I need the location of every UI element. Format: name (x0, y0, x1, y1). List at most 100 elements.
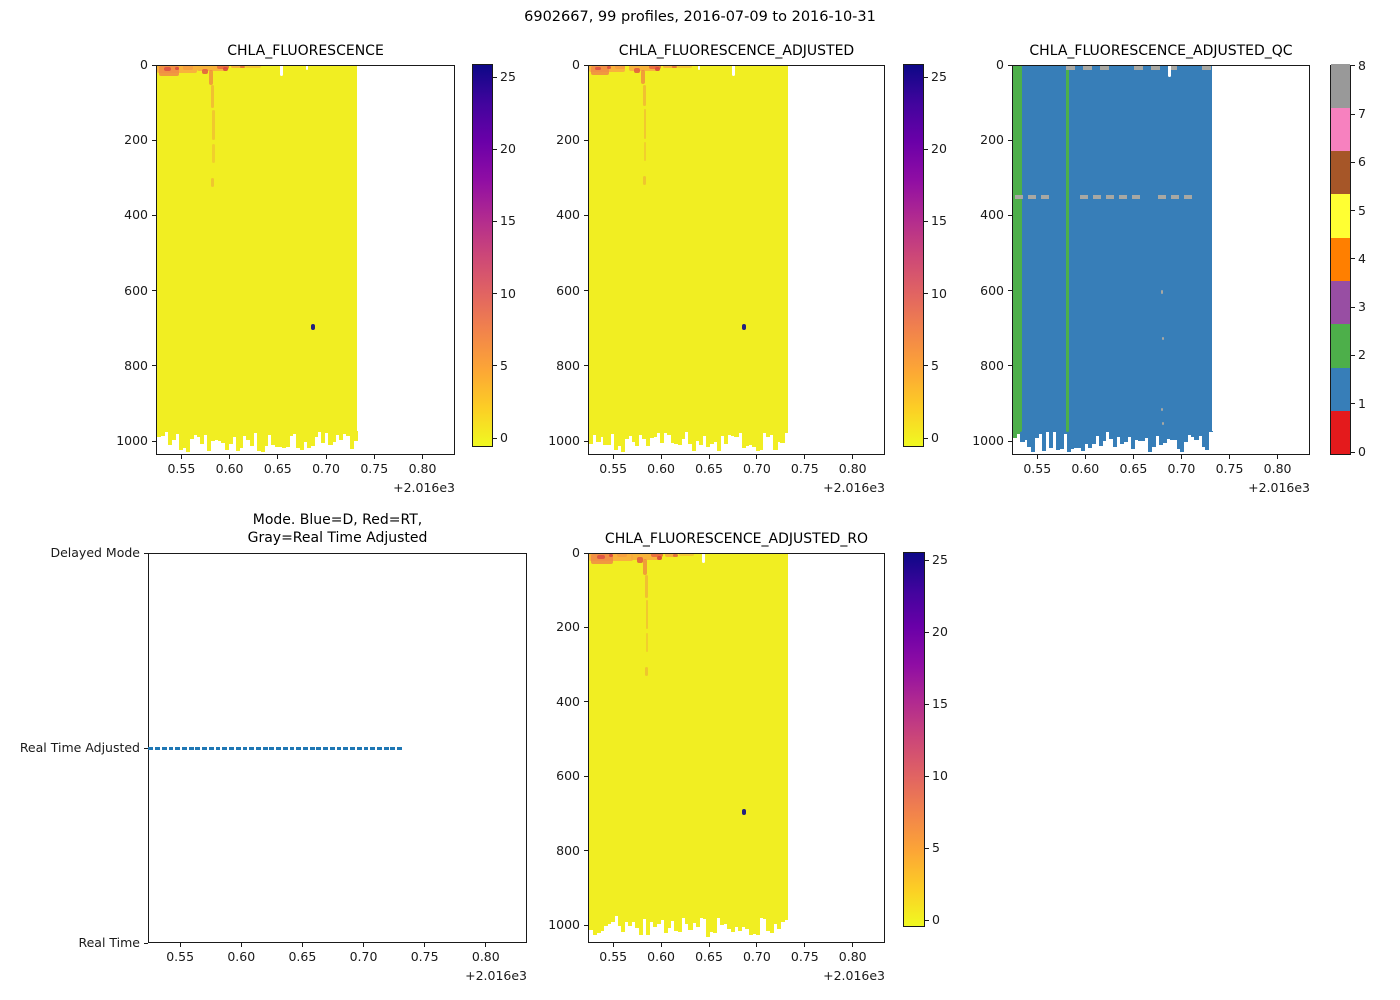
chla_fluorescence-heatmap-tooth (335, 430, 340, 435)
chla_fluorescence-colorbar (472, 64, 493, 447)
chla_fluorescence_adjusted_qc-colorbar-tick-label: 0 (1358, 444, 1366, 459)
chla_fluorescence_adjusted_qc-heatmap-tooth (1141, 430, 1146, 442)
chla_fluorescence_adjusted-heatmap-tooth (660, 430, 665, 444)
mode-ytick-mark (144, 942, 148, 944)
chla_fluorescence_adjusted-heatmap-tooth (691, 430, 697, 451)
chla_fluorescence-heatmap-tooth (228, 430, 233, 444)
mode-ytick-mark (144, 747, 148, 749)
chla_fluorescence_adjusted-ytick-label: 0 (572, 57, 580, 72)
chla_fluorescence-feature (212, 110, 215, 141)
chla_fluorescence_adjusted_qc-heatmap-tooth (1123, 430, 1128, 442)
mode-series-dash (155, 746, 160, 750)
chla_fluorescence_adjusted-ytick-label: 200 (556, 132, 580, 148)
chla_fluorescence_adjusted_qc-heatmap-tooth (1034, 430, 1039, 439)
chla_fluorescence_adjusted_ro-feature (644, 666, 648, 676)
mode-series-dash (329, 746, 335, 750)
chla_fluorescence_adjusted_ro-ytick-label: 200 (556, 619, 580, 635)
chla_fluorescence_adjusted-xtick-label: 0.75 (790, 461, 819, 476)
chla_fluorescence_adjusted-heatmap-tooth (776, 430, 782, 443)
chla_fluorescence_adjusted-heatmap-tooth (688, 430, 693, 444)
mode-xtick-label: 0.60 (227, 949, 256, 964)
chla_fluorescence_adjusted_qc-heatmap-tooth (1013, 430, 1018, 438)
mode-series-dash (282, 746, 288, 750)
chla_fluorescence_adjusted_qc-colorbar-tick-label: 3 (1358, 299, 1366, 315)
chla_fluorescence-heatmap-tooth (185, 430, 190, 452)
chla_fluorescence_adjusted_ro-feature (742, 809, 746, 816)
chla_fluorescence_adjusted_qc-colorbar-segment (1331, 367, 1350, 412)
chla_fluorescence-heatmap-tooth (242, 430, 247, 436)
chla_fluorescence-heatmap-tooth (203, 430, 208, 435)
mode-series-dash (215, 746, 221, 750)
chla_fluorescence_adjusted-ytick-mark (584, 214, 588, 216)
chla_fluorescence_adjusted_ro-heatmap-tooth (635, 915, 640, 929)
chla_fluorescence-colorbar-tick-mark (493, 148, 497, 150)
chla_fluorescence_adjusted_ro-heatmap-tooth (766, 915, 771, 931)
chla_fluorescence_adjusted_qc-xtick-mark (1229, 455, 1231, 459)
chla_fluorescence_adjusted_qc-colorbar-tick-label: 7 (1358, 106, 1366, 122)
chla_fluorescence_adjusted-heatmap-tooth (784, 430, 789, 434)
chla_fluorescence_adjusted_qc-heatmap-tooth (1087, 430, 1093, 449)
chla_fluorescence_adjusted-heatmap-tooth (741, 430, 746, 449)
chla_fluorescence_adjusted_ro-colorbar-tick-label: 5 (932, 840, 940, 855)
chla_fluorescence_adjusted_qc-gray-top-dash (1151, 66, 1161, 70)
chla_fluorescence_adjusted_qc-feature (1013, 65, 1022, 432)
chla_fluorescence_adjusted_ro-xtick-label: 0.60 (647, 949, 676, 964)
chla_fluorescence_adjusted-heatmap-tooth (695, 430, 700, 441)
figure-title: 6902667, 99 profiles, 2016-07-09 to 2016… (524, 9, 876, 25)
chla_fluorescence_adjusted_ro-heatmap-tooth (706, 915, 711, 937)
chla_fluorescence_adjusted_ro-heatmap-tooth (699, 915, 704, 918)
chla_fluorescence_adjusted_qc-gray-dash (1080, 195, 1089, 200)
chla_fluorescence-colorbar-tick-label: 5 (500, 357, 508, 373)
mode-series-dash (161, 746, 167, 750)
chla_fluorescence-xtick-label: 0.60 (215, 461, 244, 476)
chla_fluorescence_adjusted_ro-colorbar-tick-label: 10 (932, 768, 948, 783)
chla_fluorescence_adjusted_qc-heatmap-tooth (1155, 430, 1160, 436)
chla_fluorescence_adjusted_ro-feature (645, 633, 649, 652)
chla_fluorescence_adjusted_ro-xtick-mark (708, 943, 710, 947)
chla_fluorescence_adjusted_ro-heatmap-tooth (592, 915, 597, 936)
chla_fluorescence_adjusted-feature (591, 65, 610, 75)
chla_fluorescence_adjusted_qc-gray-dash (1041, 195, 1050, 200)
chla_fluorescence_adjusted_qc-feature (1168, 65, 1171, 78)
chla_fluorescence_adjusted-colorbar-tick-mark (924, 365, 928, 367)
chla_fluorescence_adjusted_ro-feature (656, 555, 662, 560)
mode-series-dash (383, 746, 389, 750)
chla_fluorescence_adjusted_qc-gray-dash (1093, 195, 1102, 200)
chla_fluorescence_adjusted_qc-heatmap-tooth (1031, 430, 1036, 452)
chla_fluorescence-heatmap-tooth (200, 430, 205, 444)
chla_fluorescence_adjusted_qc-colorbar-segment (1331, 107, 1350, 152)
chla_fluorescence_adjusted_ro-ytick-mark (584, 626, 588, 628)
chla_fluorescence_adjusted_ro-colorbar-tick-mark (925, 775, 929, 777)
chla_fluorescence_adjusted_qc-ytick-mark (1008, 139, 1012, 141)
chla_fluorescence_adjusted_ro-heatmap-tooth (780, 915, 785, 922)
chla_fluorescence_adjusted-feature (698, 65, 701, 70)
mode-series-dash (316, 746, 322, 750)
chla_fluorescence_adjusted_qc-heatmap-tooth (1162, 430, 1167, 444)
chla_fluorescence_adjusted_qc-heatmap-tooth (1041, 430, 1046, 452)
chla_fluorescence_adjusted_qc-gray-top-dash (1100, 66, 1110, 70)
chla_fluorescence_adjusted_qc-gray-dash (1158, 195, 1167, 200)
mode-ytick-label: Real Time (78, 935, 140, 950)
chla_fluorescence_adjusted_ro-heatmap-tooth (688, 915, 693, 931)
chla_fluorescence_adjusted-colorbar-tick-label: 15 (931, 213, 947, 229)
chla_fluorescence-heatmap-tooth (257, 430, 262, 452)
chla_fluorescence-heatmap-tooth (232, 430, 237, 437)
chla_fluorescence_adjusted_ro-xtick-mark (660, 943, 662, 947)
chla_fluorescence_adjusted_ro-heatmap-tooth (720, 915, 725, 925)
chla_fluorescence_adjusted_ro-feature (630, 553, 661, 560)
chla_fluorescence_adjusted-xtick-label: 0.65 (695, 461, 723, 476)
chla_fluorescence_adjusted_ro-ytick-label: 400 (556, 693, 580, 709)
chla_fluorescence_adjusted_qc-heatmap-tooth (1173, 430, 1178, 441)
mode-series-dash (242, 746, 248, 750)
chla_fluorescence_adjusted-heatmap-tooth (635, 430, 640, 447)
chla_fluorescence-xtick-mark (180, 455, 182, 459)
chla_fluorescence_adjusted_ro-heatmap-tooth (730, 915, 736, 933)
chla_fluorescence_adjusted-heatmap-field (589, 66, 788, 432)
chla_fluorescence_adjusted_ro-feature (702, 553, 705, 563)
chla_fluorescence_adjusted-heatmap-tooth (755, 430, 760, 451)
chla_fluorescence-ytick-label: 800 (124, 357, 148, 373)
chla_fluorescence_adjusted_qc-heatmap-tooth (1112, 430, 1117, 448)
chla_fluorescence_adjusted_qc-colorbar-tick-label: 6 (1358, 154, 1366, 170)
chla_fluorescence_adjusted_qc-xtick-mark (1084, 455, 1086, 459)
chla_fluorescence_adjusted-heatmap-tooth (734, 430, 739, 437)
